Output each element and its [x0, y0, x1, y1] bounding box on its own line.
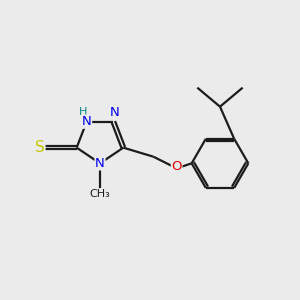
Text: CH₃: CH₃ — [90, 189, 110, 199]
Text: O: O — [171, 160, 182, 173]
Text: S: S — [35, 140, 45, 155]
Text: N: N — [82, 115, 92, 128]
Text: N: N — [95, 157, 105, 170]
Text: H: H — [79, 107, 88, 117]
Text: N: N — [110, 106, 120, 119]
